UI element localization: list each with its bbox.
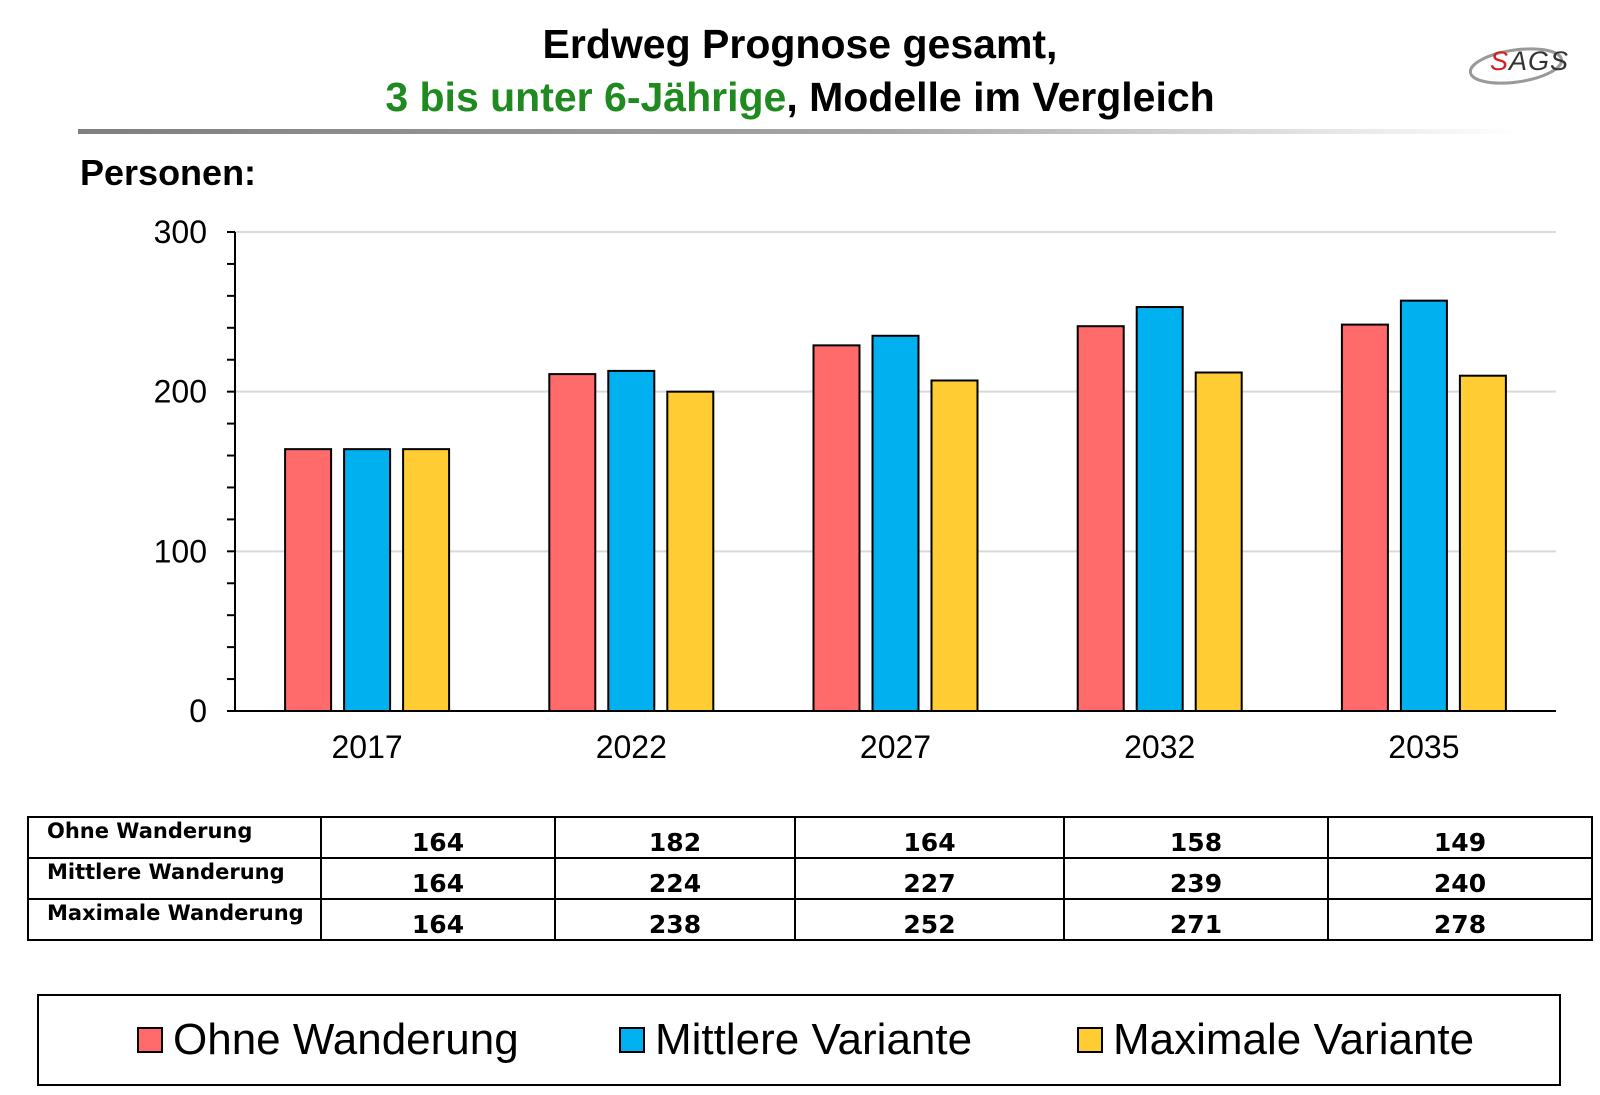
legend-swatch [1077,1027,1103,1053]
chart-title-line2: 3 bis unter 6-Jährige, Modelle im Vergle… [0,71,1600,124]
y-tick-label: 300 [154,214,207,250]
table-cell: 271 [1063,898,1329,941]
bar-mittlere-2027 [871,334,920,712]
bar-mittlere-2017 [343,448,392,712]
bar-ohne-2022 [548,373,597,712]
legend-label: Mittlere Variante [655,1015,973,1064]
x-tick-label: 2022 [596,729,667,765]
bar-maximale-2022 [666,390,715,712]
legend-swatch [619,1027,645,1053]
chart-title-highlight: 3 bis unter 6-Jährige [385,74,787,120]
bar-maximale-2017 [402,448,451,712]
sags-logo: SAGS [1466,36,1576,96]
table-row: Mittlere Wanderung 164 224 227 239 240 [27,857,1593,900]
legend-item-mittlere: Mittlere Variante [619,1015,973,1064]
table-cell: 149 [1327,816,1593,859]
x-tick-label: 2017 [332,729,403,765]
table-cell: 227 [794,857,1065,900]
logo-swoosh-icon [1468,47,1564,85]
table-cell: 164 [320,857,556,900]
table-row: Ohne Wanderung 164 182 164 158 149 [27,816,1593,859]
x-tick-label: 2035 [1388,729,1459,765]
chart-title-rest: , Modelle im Vergleich [786,74,1215,120]
legend-label: Maximale Variante [1113,1015,1475,1064]
legend-item-maximale: Maximale Variante [1077,1015,1475,1064]
title-divider [78,129,1518,134]
y-tick-label: 100 [154,533,207,569]
bar-ohne-2032 [1076,325,1125,712]
bar-ohne-2035 [1340,323,1389,712]
bar-maximale-2032 [1194,371,1243,712]
bars [284,299,1507,712]
table-cell: 182 [554,816,796,859]
y-axis-unit-label: Personen: [80,152,257,193]
bar-ohne-2017 [284,448,333,712]
table-cell: 164 [320,816,556,859]
bar-maximale-2027 [930,379,979,712]
bar-mittlere-2022 [607,369,656,712]
legend-swatch [137,1027,163,1053]
y-tick-label: 0 [189,693,207,729]
bar-mittlere-2032 [1135,306,1184,712]
legend-item-ohne: Ohne Wanderung [137,1015,519,1064]
table-cell: 224 [554,857,796,900]
table-cell: 164 [794,816,1065,859]
data-table: Ohne Wanderung 164 182 164 158 149 Mittlere Wa… [27,816,1593,941]
table-cell: 238 [554,898,796,941]
x-tick-label: 2027 [860,729,931,765]
x-tick-label: 2032 [1124,729,1195,765]
table-cell: 240 [1327,857,1593,900]
table-cell: 252 [794,898,1065,941]
table-row-label: Maximale Wanderung [27,898,322,941]
table-row: Maximale Wanderung 164 238 252 271 278 [27,898,1593,941]
bar-ohne-2027 [812,344,861,712]
bar-chart: 0 100 200 300 2017 2022 2027 2032 2035 [154,214,1556,765]
bar-maximale-2035 [1458,374,1507,712]
table-cell: 158 [1063,816,1329,859]
table-cell: 239 [1063,857,1329,900]
y-tick-label: 200 [154,374,207,410]
bar-mittlere-2035 [1399,299,1448,712]
table-row-label: Ohne Wanderung [27,816,322,859]
table-row-label: Mittlere Wanderung [27,857,322,900]
axes: 0 100 200 300 2017 2022 2027 2032 2035 [154,214,1556,765]
chart-title: Erdweg Prognose gesamt, 3 bis unter 6-Jä… [0,18,1600,124]
table-cell: 278 [1327,898,1593,941]
logo-text: SAGS [1490,46,1570,76]
legend-label: Ohne Wanderung [173,1015,519,1064]
chart-legend: Ohne Wanderung Mittlere Variante Maximale … [37,994,1561,1086]
table-cell: 164 [320,898,556,941]
chart-title-line1: Erdweg Prognose gesamt, [542,21,1058,67]
